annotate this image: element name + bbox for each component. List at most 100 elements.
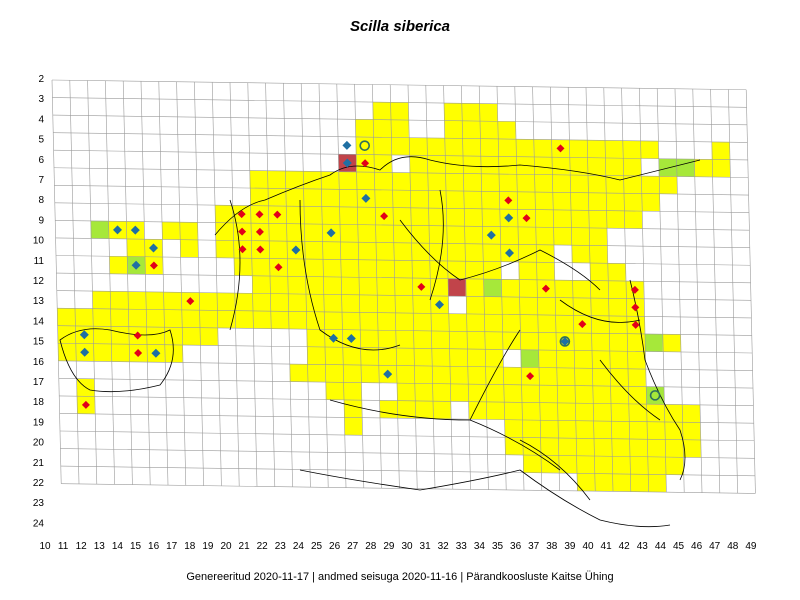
grid-cell — [358, 259, 377, 278]
grid-cell — [608, 298, 627, 316]
x-tick-label: 19 — [202, 541, 214, 552]
grid-cell — [58, 343, 76, 361]
grid-cell — [164, 327, 183, 345]
grid-cell — [427, 155, 446, 173]
grid-cell — [429, 225, 447, 244]
grid-cell — [215, 240, 234, 258]
grid-line-vertical — [425, 85, 436, 489]
grid-cell — [307, 346, 325, 365]
x-tick-label: 47 — [709, 541, 721, 552]
red-diamond-marker — [134, 349, 143, 358]
grid-cell — [588, 192, 607, 211]
grid-cell — [535, 227, 554, 245]
grid-cell — [576, 438, 594, 456]
markers — [79, 140, 661, 409]
grid-cell — [557, 385, 575, 403]
x-tick-label: 30 — [401, 541, 413, 552]
grid-cell — [270, 276, 288, 294]
grid-cell — [518, 226, 536, 245]
grid-cell — [628, 386, 647, 404]
grid-line-vertical — [496, 86, 507, 490]
grid-line-vertical — [336, 83, 347, 488]
grid-line-vertical — [372, 84, 382, 489]
grid-cell — [552, 157, 570, 175]
grid-line-vertical — [461, 85, 471, 490]
grid-cell — [539, 367, 557, 386]
grid-cell — [215, 222, 234, 241]
grid-cell — [340, 224, 358, 242]
grid-cell — [397, 383, 415, 401]
grid-cell — [412, 260, 430, 279]
grid-cell — [594, 456, 613, 474]
grid-line-vertical — [710, 89, 721, 493]
grid-cell — [446, 190, 464, 209]
y-tick-label: 17 — [33, 377, 45, 388]
grid-cell — [361, 365, 379, 383]
grid-cell — [374, 172, 393, 190]
grid-cell — [608, 280, 626, 299]
grid-cell — [594, 438, 612, 457]
grid-line-horizontal — [52, 114, 748, 126]
grid-cell — [521, 384, 540, 403]
grid-cell — [343, 382, 362, 400]
blue-diamond-marker — [560, 336, 570, 346]
y-tick-label: 21 — [33, 458, 45, 469]
grid-cell — [449, 331, 467, 349]
grid-cell — [92, 291, 111, 309]
grid-cell — [576, 455, 595, 474]
grid-cell — [448, 278, 466, 297]
red-diamond-marker — [238, 227, 247, 236]
blue-diamond-marker — [113, 225, 122, 235]
grid-line-vertical — [692, 88, 703, 493]
grid-cell — [463, 191, 482, 209]
x-tick-label: 49 — [745, 541, 757, 552]
grid-cell — [535, 209, 554, 228]
red-diamond-marker — [361, 159, 370, 168]
grid-cell — [593, 403, 611, 421]
grid-cell — [622, 140, 641, 159]
grid-cell — [111, 344, 130, 362]
grid-cell — [558, 438, 577, 456]
blue-diamond-marker — [130, 225, 140, 235]
x-tick-label: 12 — [76, 541, 88, 552]
x-tick-label: 45 — [673, 541, 685, 552]
grid-line-vertical — [69, 80, 80, 484]
red-diamond-marker — [237, 210, 246, 219]
grid-cell — [321, 206, 340, 225]
grid-cell — [321, 189, 340, 207]
grid-cell — [558, 420, 576, 438]
grid-cell — [555, 315, 574, 333]
grid-cell — [573, 333, 592, 351]
x-tick-label: 17 — [166, 541, 178, 552]
grid-cell — [502, 314, 520, 332]
grid-cell — [234, 293, 253, 311]
grid-cell — [339, 206, 358, 225]
grid-cell — [392, 190, 411, 208]
grid-cell — [431, 313, 449, 331]
grid-cell — [590, 263, 608, 281]
grid-cell — [338, 171, 357, 190]
red-diamond-marker — [631, 320, 640, 329]
y-tick-label: 11 — [34, 256, 45, 267]
map-title: Scilla siberica — [349, 18, 451, 35]
grid-cell — [610, 368, 628, 387]
grid-cell — [306, 311, 325, 330]
grid-line-horizontal — [51, 79, 747, 91]
x-tick-label: 11 — [58, 541, 69, 552]
grid-cell — [445, 173, 464, 191]
grid-cell — [128, 291, 146, 310]
grid-cell — [612, 456, 630, 474]
grid-line-vertical — [532, 86, 543, 491]
grid-cell — [163, 292, 182, 310]
grid-cell — [486, 401, 505, 420]
grid-cell — [359, 294, 378, 313]
grid-cell — [466, 313, 485, 332]
grid-cell — [268, 223, 287, 241]
grid-line-horizontal — [55, 220, 750, 231]
grid-cell — [518, 244, 537, 263]
grid-line-vertical — [567, 87, 578, 491]
grid-cell — [592, 350, 610, 369]
x-tick-label: 42 — [619, 541, 631, 552]
grid-cell — [409, 155, 428, 173]
grid-cell — [450, 383, 469, 402]
